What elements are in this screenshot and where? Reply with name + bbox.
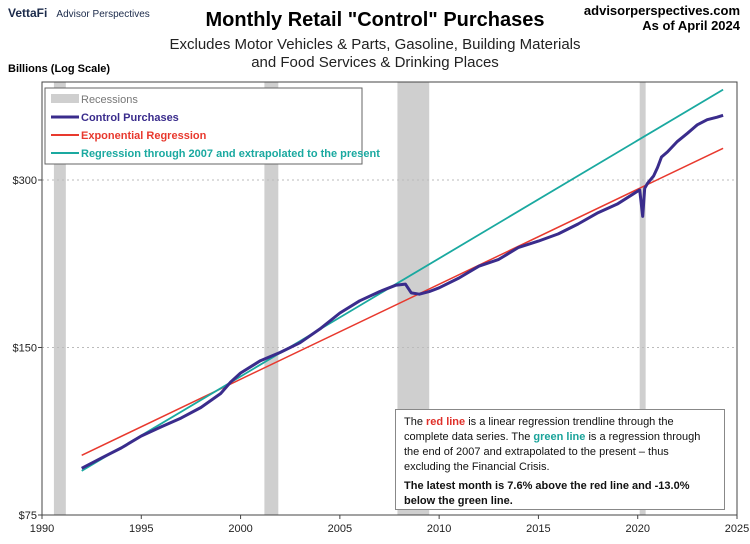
y-tick-label: $150: [13, 342, 37, 354]
source-block: advisorperspectives.com As of April 2024: [584, 3, 740, 33]
series-line-exponential: [81, 147, 724, 456]
logo-subtitle: Advisor Perspectives: [56, 9, 150, 20]
recession-band: [264, 82, 279, 515]
legend-label: Recessions: [81, 94, 138, 106]
annotation-latest: The latest month is 7.6% above the red l…: [404, 480, 690, 507]
source-site: advisorperspectives.com: [583, 3, 740, 18]
x-tick-label: 2020: [625, 523, 649, 535]
chart-subtitle-line2: and Food Services & Drinking Places: [251, 54, 499, 71]
legend-box: [44, 87, 363, 165]
x-tick-label: 2010: [427, 523, 451, 535]
plot-frame: [41, 81, 738, 516]
recession-band: [639, 82, 646, 515]
x-tick-label: 2015: [526, 523, 550, 535]
series-line-control: [81, 113, 724, 470]
annotation-part: is a linear regression trendline through…: [404, 416, 674, 443]
recession-band: [53, 82, 66, 515]
series-lines: [81, 88, 724, 472]
axis-ticks: 1990 1995 2000 2005 2010 2015 2020 2025 $75 $150 $…: [13, 175, 750, 535]
x-tick-label: 1990: [30, 523, 54, 535]
logo-brand: VettaFi: [8, 6, 48, 20]
x-tick-label: 2005: [328, 523, 352, 535]
x-tick-label: 2000: [228, 523, 252, 535]
chart-subtitle-line1: Excludes Motor Vehicles & Parts, Gasolin…: [169, 36, 581, 53]
logo: VettaFi Advisor Perspectives: [8, 6, 150, 20]
chart-title: Monthly Retail "Control" Purchases: [205, 9, 545, 31]
legend-label: Exponential Regression: [81, 130, 207, 142]
legend-label: Regression through 2007 and extrapolated…: [81, 148, 380, 160]
annotation-red-line: red line: [426, 416, 466, 428]
y-tick-label: $300: [13, 175, 37, 187]
x-tick-label: 2025: [725, 523, 749, 535]
y-tick-label: $75: [19, 510, 37, 522]
annotation-green-line: green line: [533, 431, 586, 443]
legend-label: Control Purchases: [81, 112, 179, 124]
series-line-green: [81, 88, 724, 472]
x-tick-label: 1995: [129, 523, 153, 535]
annotation-part: is a regression through the end of 2007 …: [404, 431, 701, 473]
source-date: As of April 2024: [642, 18, 740, 33]
annotation-box: The red line is a linear regression tren…: [395, 409, 725, 510]
annotation-part: The: [404, 416, 427, 428]
legend: Recessions Control Purchases Exponential R…: [44, 87, 380, 165]
annotation-text: The red line is a linear regression tren…: [404, 415, 716, 475]
y-axis-label: Billions (Log Scale): [8, 63, 111, 75]
legend-swatch: [51, 94, 79, 103]
